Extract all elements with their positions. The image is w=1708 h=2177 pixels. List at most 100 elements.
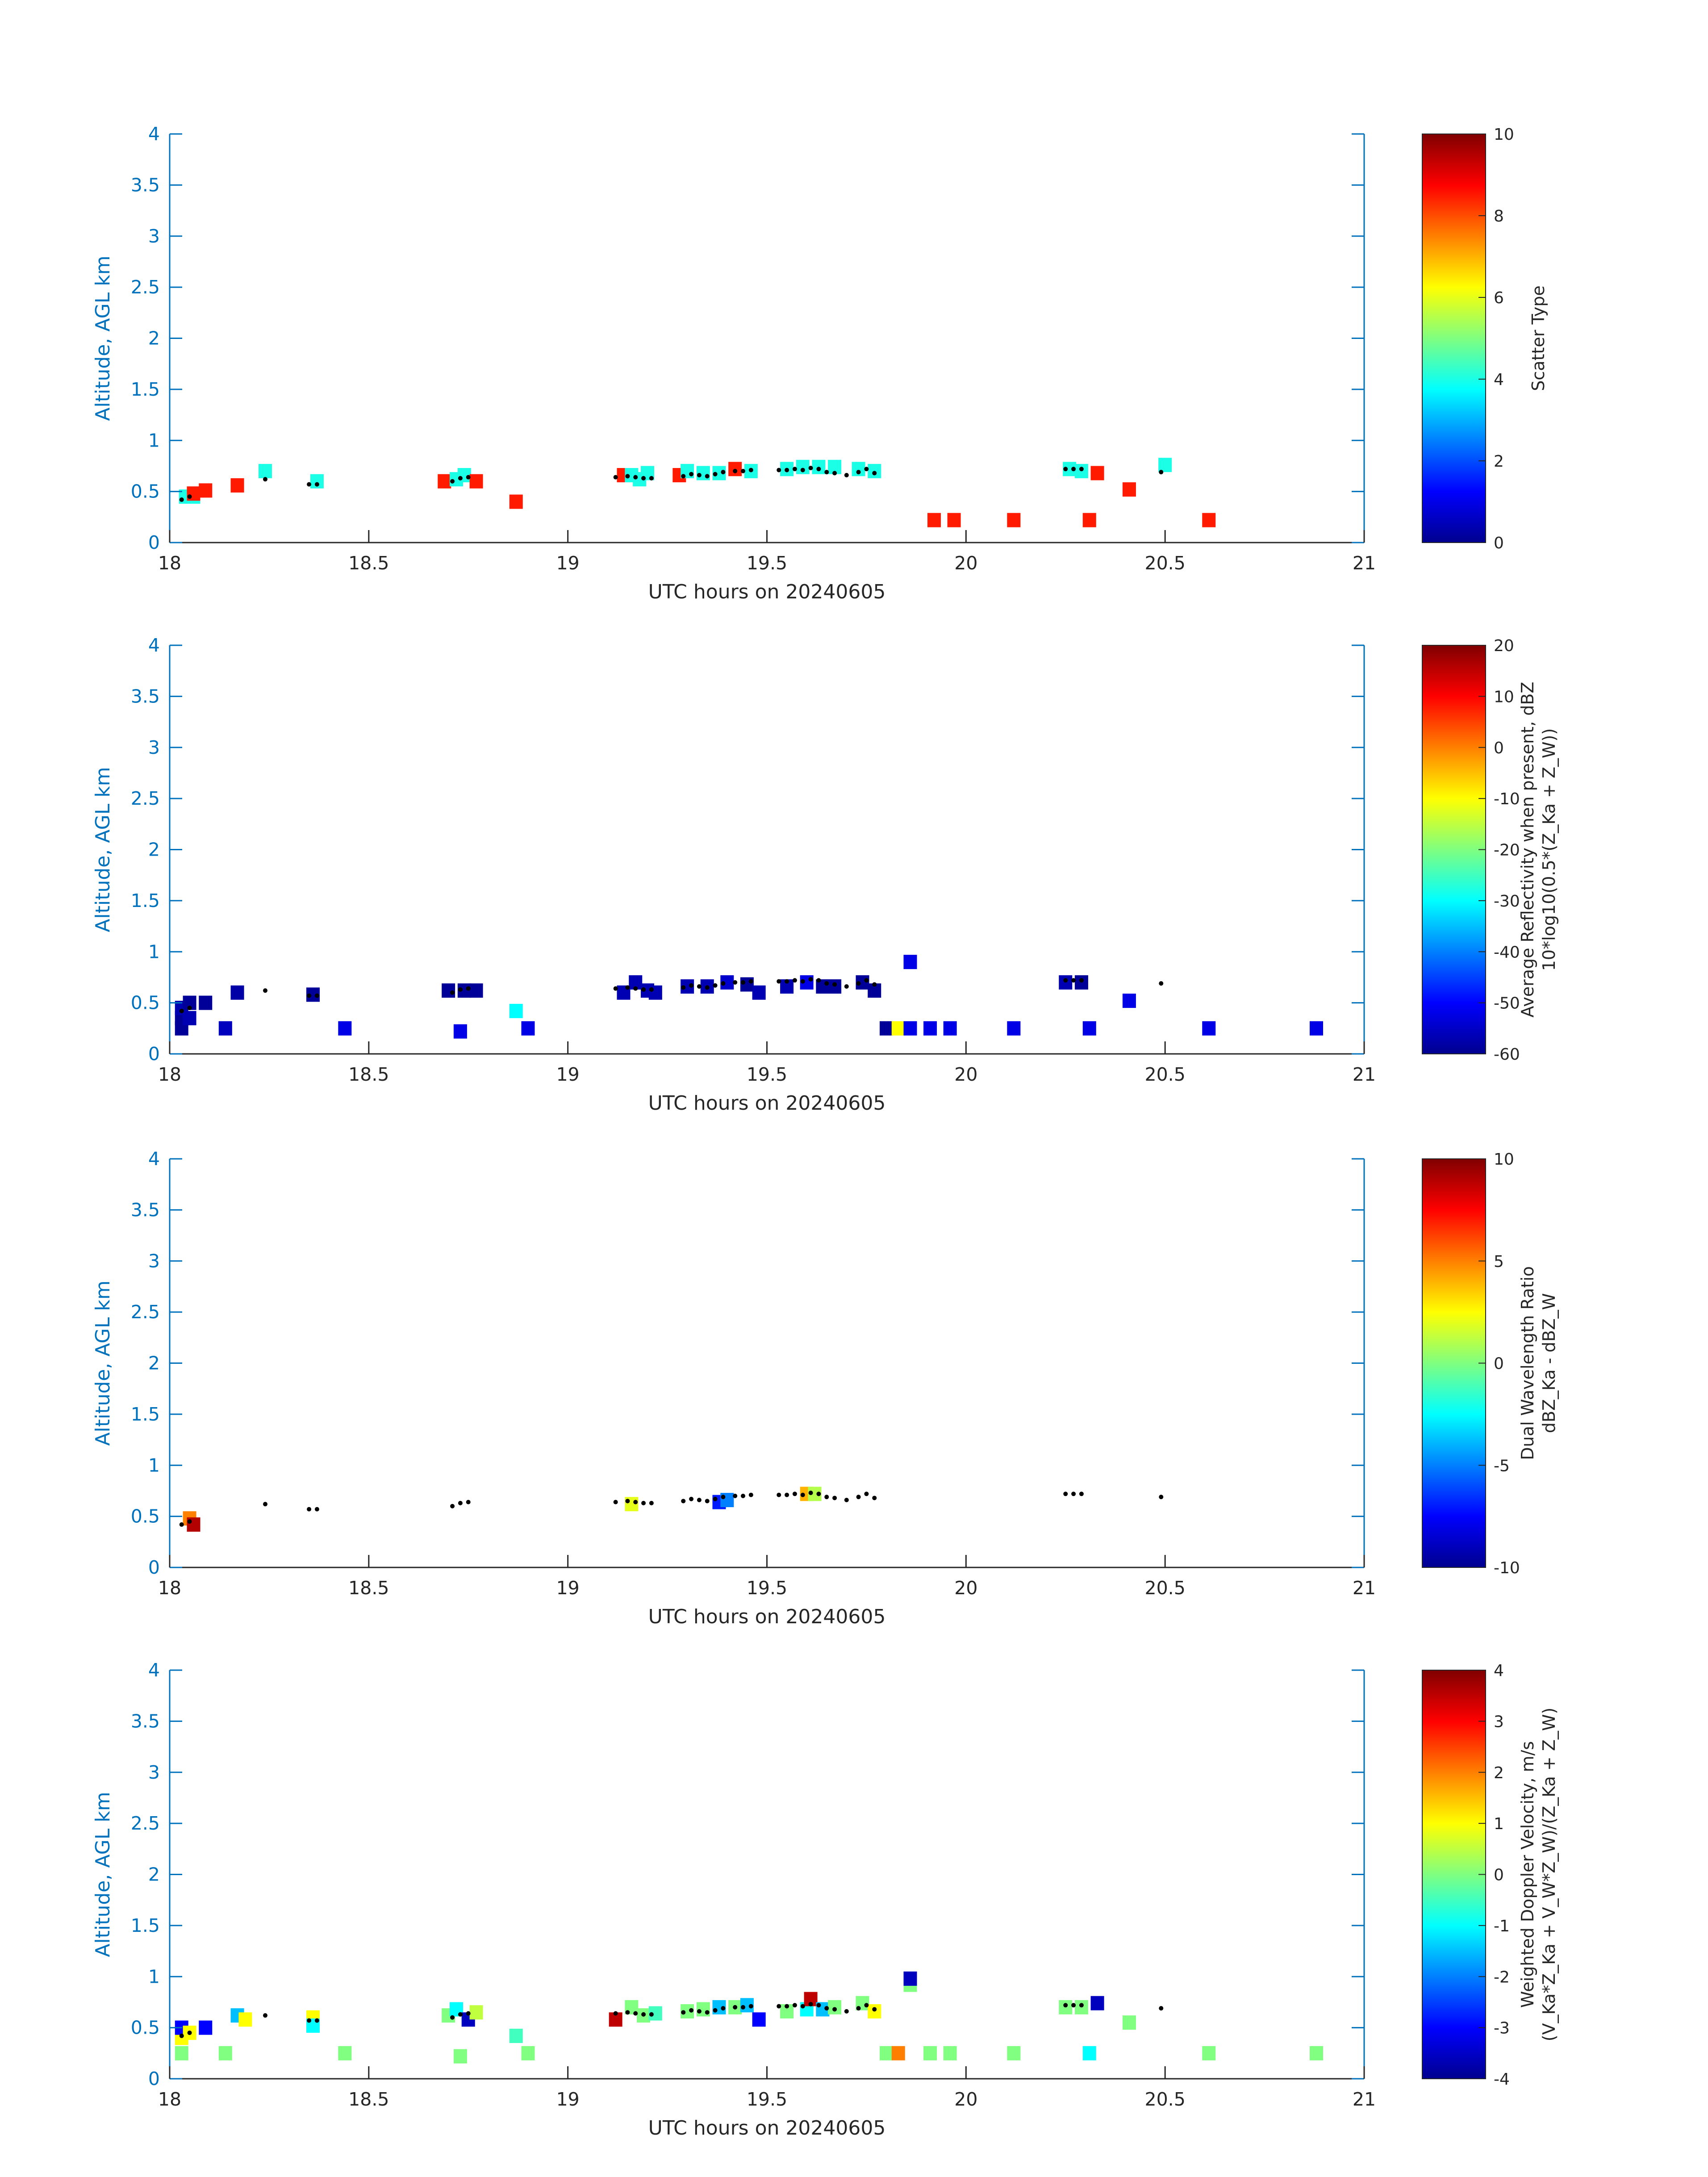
data-point (450, 990, 455, 995)
data-point (1079, 467, 1084, 472)
colorbar-tick-label: 10 (1494, 125, 1514, 144)
data-point (777, 2004, 781, 2009)
data-point (1063, 978, 1068, 983)
data-point (872, 1496, 877, 1500)
data-point (466, 475, 471, 480)
heatmap-cell (1082, 513, 1096, 527)
x-tick-label: 21 (1353, 1577, 1376, 1599)
x-tick-label: 18.5 (348, 1577, 389, 1599)
heatmap-cell (509, 494, 523, 509)
x-tick-label: 19.5 (747, 1577, 787, 1599)
data-point (713, 983, 718, 988)
heatmap-cell (752, 985, 766, 1000)
y-tick-label: 1.5 (131, 890, 160, 911)
data-point (179, 2033, 184, 2038)
data-point (697, 984, 702, 989)
data-point (748, 468, 753, 472)
data-point (263, 2013, 267, 2018)
data-point (649, 2012, 654, 2017)
y-tick-label: 2.5 (131, 788, 160, 809)
data-point (681, 2010, 686, 2015)
x-tick-label: 20 (954, 552, 977, 574)
data-point (187, 494, 192, 499)
colorbar-label: Scatter Type (1528, 285, 1548, 391)
y-tick-label: 3.5 (131, 1710, 160, 1732)
heatmap-cell (903, 1971, 917, 1986)
data-point (641, 476, 646, 481)
data-point (832, 471, 837, 476)
data-point (705, 985, 710, 990)
heatmap-cells (183, 1487, 822, 1532)
data-point (808, 977, 813, 982)
heatmap-cell (903, 955, 917, 969)
colorbar-tick-label: -10 (1494, 790, 1520, 808)
data-point (613, 1500, 618, 1504)
heatmap-cell (218, 2046, 232, 2060)
data-point (721, 981, 726, 986)
y-tick-label: 1 (148, 430, 160, 451)
data-point (864, 978, 869, 983)
data-point (785, 468, 789, 472)
data-point (777, 468, 781, 472)
panel-2: 0 0.5 1 1.5 2 2.5 3 3.5 4 18 18.5 19 19.5 20 20.5 21 UTC… (92, 635, 1559, 1115)
data-point (263, 1502, 267, 1507)
colorbar: 0 2 4 6 8 10 Scatter Type (1422, 125, 1548, 552)
y-tick-label: 4 (148, 635, 160, 656)
y-tick-label: 0.5 (131, 992, 160, 1014)
heatmap-cell (1310, 1021, 1323, 1036)
heatmap-cell (438, 474, 451, 489)
data-point (641, 1500, 646, 1505)
y-tick-label: 2 (148, 1353, 160, 1374)
x-tick-label: 21 (1353, 552, 1376, 574)
data-point (748, 2004, 753, 2009)
black-dot-series (179, 2002, 1164, 2038)
y-tick-label: 2 (148, 328, 160, 349)
data-point (681, 474, 686, 479)
colorbar: -4 -3 -2 -1 0 1 2 3 4 Weighted Doppler Velocity, … (1422, 1662, 1559, 2089)
colorbar-tick-label: -2 (1494, 1968, 1510, 1986)
data-point (1063, 467, 1068, 472)
colorbar-tick-label: 0 (1494, 1866, 1504, 1885)
colorbar-tick-label: -4 (1494, 2070, 1510, 2089)
data-point (721, 1495, 726, 1500)
colorbar-tick-label: -10 (1494, 1559, 1520, 1577)
y-tick-label: 1.5 (131, 1404, 160, 1425)
colorbar-label: Weighted Doppler Velocity, m/s (1518, 1741, 1537, 2008)
heatmap-cell (199, 2020, 213, 2035)
colorbar-tick-label: 0 (1494, 534, 1504, 552)
data-point (1079, 1492, 1084, 1496)
data-point (816, 467, 821, 472)
heatmap-cell (1310, 2046, 1323, 2060)
data-point (1071, 2003, 1076, 2008)
data-point (721, 2006, 726, 2011)
data-point (1063, 2003, 1068, 2008)
data-point (864, 1492, 869, 1496)
data-point (785, 979, 789, 984)
colorbar-tick-label: -20 (1494, 841, 1520, 860)
heatmap-cell (509, 2028, 523, 2043)
colorbar-tick-label: 4 (1494, 371, 1504, 389)
data-point (816, 978, 821, 983)
data-point (314, 2018, 319, 2023)
data-point (832, 2007, 837, 2012)
data-point (741, 1493, 745, 1498)
heatmap-cell (1082, 1021, 1096, 1036)
data-point (466, 986, 471, 991)
x-tick-label: 19.5 (747, 2089, 787, 2110)
heatmap-cell (175, 2046, 188, 2060)
heatmap-cell (923, 1021, 937, 1036)
y-tick-label: 0.5 (131, 481, 160, 502)
y-tick-label: 3.5 (131, 1199, 160, 1220)
data-point (689, 983, 694, 988)
data-point (856, 1495, 861, 1500)
data-point (792, 978, 797, 983)
data-point (741, 980, 745, 985)
data-point (681, 985, 686, 990)
data-point (187, 1006, 192, 1011)
colorbar-tick-label: 20 (1494, 637, 1514, 655)
heatmap-cell (947, 513, 961, 527)
data-point (1159, 2006, 1164, 2011)
heatmap-cells (175, 955, 1323, 1039)
data-point (816, 2003, 821, 2008)
